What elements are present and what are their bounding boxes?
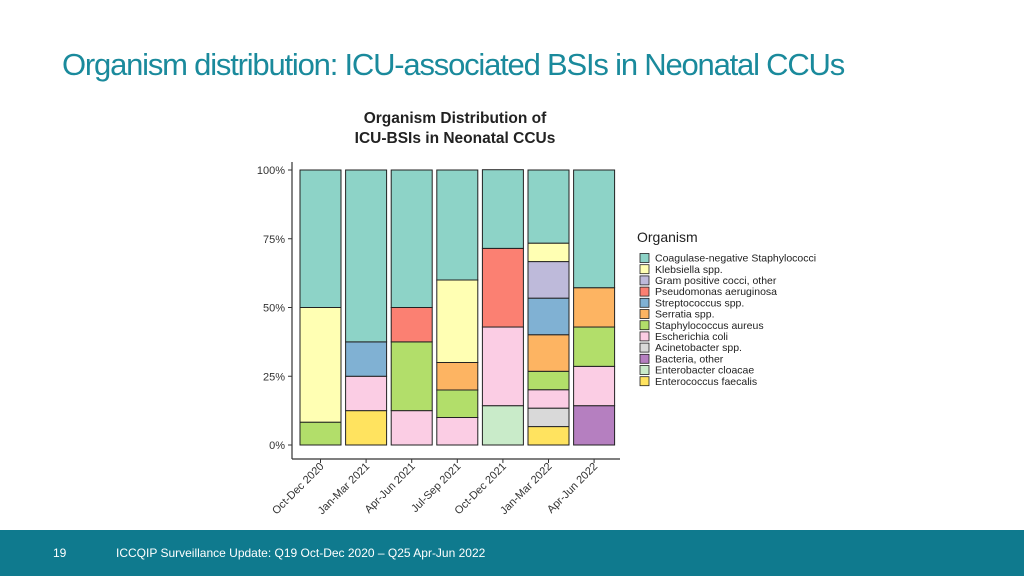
legend-swatch [639, 286, 650, 297]
legend-swatch [639, 365, 650, 375]
y-tick-label: 75% [263, 234, 285, 246]
chart-title-line: Organism Distribution of [364, 110, 547, 127]
bar-segment [527, 334, 570, 372]
bar-segment [527, 426, 570, 446]
bar-segment [481, 326, 524, 407]
legend-label: Enterobacter cloacae [655, 365, 754, 377]
legend-swatch [639, 253, 650, 263]
y-tick-label: 25% [263, 371, 285, 383]
bar-segment [527, 261, 570, 299]
legend-label: Acinetobacter spp. [655, 342, 742, 354]
legend-label: Escherichia coli [655, 331, 728, 343]
bar-segment [527, 407, 570, 428]
bar-segment [299, 307, 342, 423]
legend-swatch [639, 353, 650, 364]
chart-bars [299, 169, 616, 446]
legend-label: Bacteria, other [655, 353, 724, 365]
bar-segment [573, 365, 616, 407]
bar-segment [436, 389, 479, 418]
legend-label: Streptococcus spp. [655, 297, 744, 309]
bar-segment [436, 169, 479, 281]
bar-segment [573, 287, 616, 328]
y-tick-label: 50% [263, 303, 285, 315]
y-tick-label: 100% [257, 165, 285, 177]
bar-segment [436, 279, 479, 363]
legend-label: Coagulase-negative Staphylococci [655, 253, 816, 265]
legend-label: Staphylococcus aureus [655, 320, 764, 332]
footer-text: ICCQIP Surveillance Update: Q19 Oct-Dec … [116, 546, 486, 560]
bar-segment [573, 326, 616, 367]
bar-segment [481, 405, 524, 446]
bar-segment [345, 341, 388, 377]
chart-legend: Organism Coagulase-negative Staphylococci… [637, 229, 816, 388]
legend-swatch [639, 297, 650, 308]
chart-title: Organism Distribution of ICU-BSIs in Neon… [355, 110, 556, 147]
page-number: 19 [53, 546, 67, 560]
legend-swatch [639, 376, 650, 387]
bar-segment [345, 169, 388, 343]
legend-swatch [639, 309, 650, 319]
legend-label: Pseudomonas aeruginosa [655, 286, 777, 298]
legend-swatch [639, 264, 650, 275]
legend-title: Organism [637, 229, 698, 245]
legend-label: Gram positive cocci, other [655, 275, 777, 287]
legend-label: Serratia spp. [655, 309, 715, 321]
bar-segment [527, 370, 570, 391]
bar-segment [390, 341, 433, 412]
bar-segment [527, 297, 570, 336]
bar-segment [481, 169, 524, 249]
bar-segment [436, 417, 479, 446]
bar-segment [345, 410, 388, 446]
bar-segment [390, 169, 433, 308]
bar-segment [299, 169, 342, 308]
legend-label: Klebsiella spp. [655, 264, 723, 276]
bar-segment [573, 405, 616, 446]
bar-segment [436, 362, 479, 391]
legend-label: Enterococcus faecalis [655, 376, 757, 388]
bar-segment [481, 247, 524, 328]
y-tick-label: 0% [269, 440, 285, 452]
bar-segment [573, 169, 616, 289]
slide-title: Organism distribution: ICU-associated BS… [62, 47, 845, 82]
bar-segment [527, 242, 570, 263]
legend-swatch [639, 331, 650, 342]
footer-bar: 19 ICCQIP Surveillance Update: Q19 Oct-D… [0, 530, 1024, 576]
legend-swatch [639, 320, 650, 331]
legend-swatch [639, 275, 650, 286]
bar-segment [390, 307, 433, 343]
bar-segment [527, 389, 570, 409]
bar-segment [345, 375, 388, 412]
chart-title-line: ICU-BSIs in Neonatal CCUs [355, 130, 556, 147]
bar-segment [527, 169, 570, 244]
stacked-bar-chart: Organism Distribution of ICU-BSIs in Neon… [257, 110, 816, 517]
bar-segment [299, 421, 342, 446]
bar-segment [390, 410, 433, 446]
legend-swatch [639, 342, 650, 353]
